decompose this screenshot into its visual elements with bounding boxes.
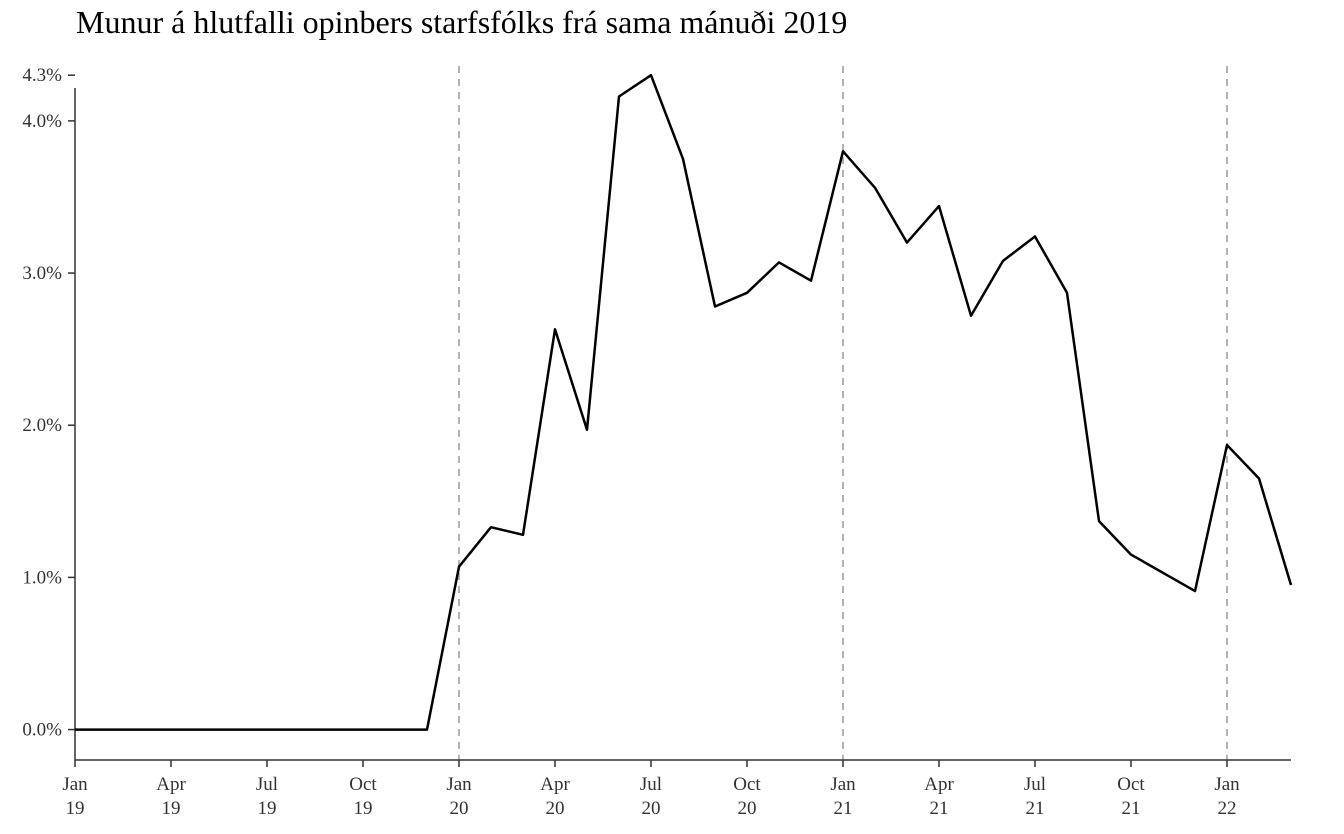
x-tick-label-year-9: 21 <box>930 798 949 819</box>
series-group <box>75 73 1293 731</box>
x-tick-label-3: Oct 19 <box>349 774 377 819</box>
x-tick-label-year-5: 20 <box>546 798 565 819</box>
x-tick-label-9: Apr 21 <box>924 774 954 819</box>
x-tick-label-month-8: Jan <box>830 774 856 795</box>
x-tick-label-year-8: 21 <box>834 798 853 819</box>
x-tick-label-year-3: 19 <box>354 798 373 819</box>
x-tick-label-4: Jan 20 <box>446 774 472 819</box>
x-tick-label-year-12: 22 <box>1218 798 1237 819</box>
y-axis: 0.0% 1.0% 2.0% 3.0% 4.0% 4.3% <box>22 65 76 760</box>
x-tick-label-12: Jan 22 <box>1214 774 1240 819</box>
x-tick-label-month-10: Jul <box>1024 774 1046 795</box>
x-tick-label-month-2: Jul <box>256 774 278 795</box>
x-tick-label-8: Jan 21 <box>830 774 856 819</box>
x-tick-label-month-1: Apr <box>156 774 186 795</box>
y-tick-label-1: 1.0% <box>22 567 62 588</box>
x-tick-label-month-7: Oct <box>733 774 761 795</box>
chart-title: Munur á hlutfalli opinbers starfsfólks f… <box>76 4 848 40</box>
y-tick-label-3: 3.0% <box>22 263 62 284</box>
x-tick-label-month-5: Apr <box>540 774 570 795</box>
x-tick-label-year-6: 20 <box>642 798 661 819</box>
x-tick-label-2: Jul 19 <box>256 774 278 819</box>
x-tick-label-month-9: Apr <box>924 774 954 795</box>
x-tick-label-0: Jan 19 <box>62 774 88 819</box>
x-tick-label-11: Oct 21 <box>1117 774 1145 819</box>
x-tick-label-year-4: 20 <box>450 798 469 819</box>
x-tick-label-1: Apr 19 <box>156 774 186 819</box>
x-tick-label-year-2: 19 <box>258 798 277 819</box>
y-tick-label-0: 0.0% <box>22 720 62 741</box>
y-tick-label-5: 4.3% <box>22 65 62 86</box>
x-tick-label-year-10: 21 <box>1026 798 1045 819</box>
x-tick-label-month-4: Jan <box>446 774 472 795</box>
x-tick-label-5: Apr 20 <box>540 774 570 819</box>
x-tick-label-6: Jul 20 <box>640 774 662 819</box>
x-tick-label-month-3: Oct <box>349 774 377 795</box>
x-tick-label-month-0: Jan <box>62 774 88 795</box>
x-axis: Jan 19 Apr 19 Jul 19 Oct 19 Jan 20 Apr 20 Jul 20 Oct 20… <box>62 759 1291 819</box>
x-tick-label-10: Jul 21 <box>1024 774 1046 819</box>
x-tick-label-month-11: Oct <box>1117 774 1145 795</box>
x-tick-label-year-0: 19 <box>66 798 85 819</box>
reference-lines <box>458 66 1228 760</box>
x-tick-label-month-12: Jan <box>1214 774 1240 795</box>
x-tick-label-month-6: Jul <box>640 774 662 795</box>
series-line-0 <box>75 73 1293 731</box>
x-tick-label-year-11: 21 <box>1122 798 1141 819</box>
y-tick-label-2: 2.0% <box>22 415 62 436</box>
x-tick-label-year-1: 19 <box>162 798 181 819</box>
x-tick-label-year-7: 20 <box>738 798 757 819</box>
y-tick-label-4: 4.0% <box>22 111 62 132</box>
x-tick-label-7: Oct 20 <box>733 774 761 819</box>
